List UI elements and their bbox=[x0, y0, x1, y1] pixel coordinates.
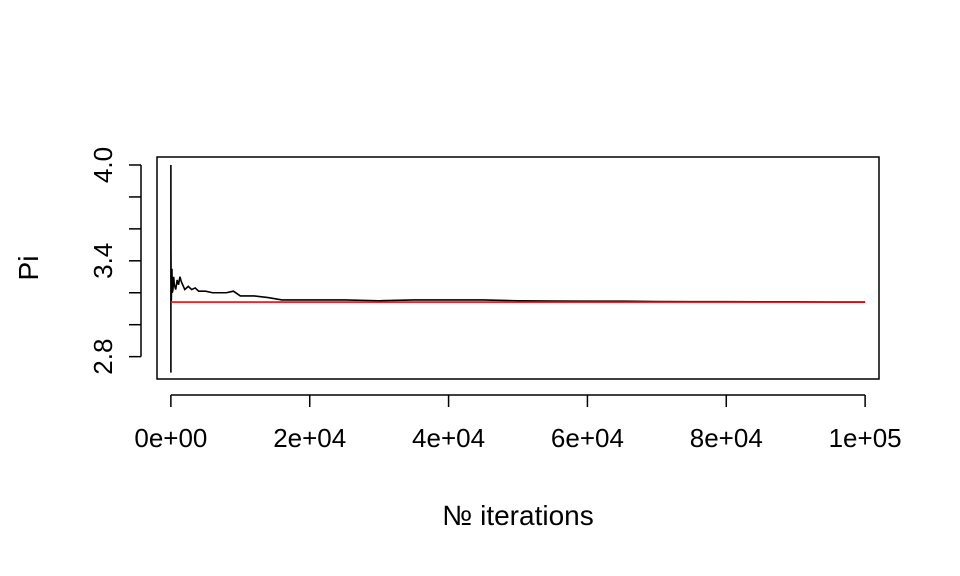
y-tick-label: 2.8 bbox=[88, 339, 118, 375]
x-tick-label: 0e+00 bbox=[134, 423, 207, 453]
plot-frame bbox=[156, 156, 880, 380]
x-tick-label: 4e+04 bbox=[412, 423, 485, 453]
y-tick-label: 4.0 bbox=[88, 147, 118, 183]
x-axis: 0e+00 2e+04 4e+04 6e+04 8e+04 1e+05 bbox=[134, 394, 902, 453]
y-axis: 2.8 3.4 4.0 bbox=[88, 147, 142, 375]
x-tick-label: 1e+05 bbox=[829, 423, 902, 453]
x-axis-label: № iterations bbox=[442, 500, 593, 531]
x-tick-label: 2e+04 bbox=[273, 423, 346, 453]
x-tick-label: 6e+04 bbox=[551, 423, 624, 453]
series-layer bbox=[170, 164, 866, 373]
x-tick-label: 8e+04 bbox=[690, 423, 763, 453]
y-tick-label: 3.4 bbox=[88, 243, 118, 279]
y-axis-label: Pi bbox=[13, 256, 44, 281]
series-line-1 bbox=[170, 164, 866, 373]
